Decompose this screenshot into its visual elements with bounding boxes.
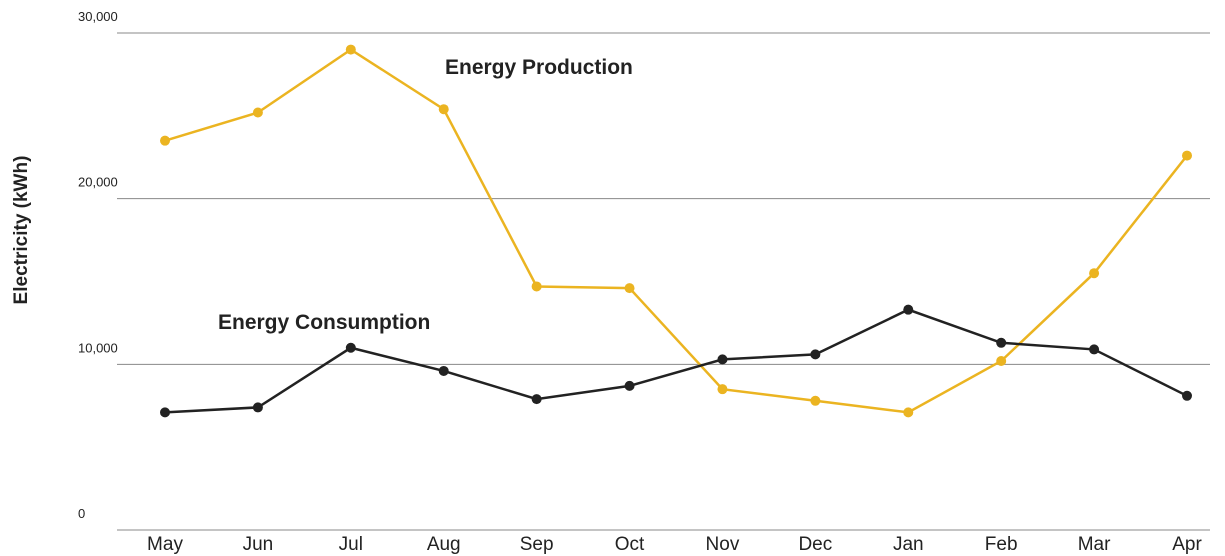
data-point <box>810 349 821 360</box>
series-line <box>164 48 1188 414</box>
data-point <box>903 304 914 315</box>
x-tick-label: Jul <box>339 534 363 555</box>
data-point <box>160 135 170 146</box>
x-tick-label: Jan <box>893 534 924 555</box>
x-tick-label: Jun <box>243 534 274 555</box>
data-point <box>438 104 449 115</box>
data-point <box>531 394 542 405</box>
x-tick-label: Feb <box>985 534 1018 555</box>
data-point <box>438 365 449 376</box>
series-annotation: Energy Consumption <box>218 311 430 334</box>
series-annotation: Energy Production <box>445 56 633 79</box>
data-point <box>1089 344 1100 355</box>
data-point <box>996 356 1007 367</box>
series-line <box>164 308 1188 414</box>
data-point <box>624 380 635 391</box>
x-tick-label: Dec <box>798 534 832 555</box>
x-tick-label: Apr <box>1172 534 1202 555</box>
y-tick-label: 30,000 <box>78 9 118 24</box>
y-tick-label: 10,000 <box>78 340 118 355</box>
data-point <box>810 395 821 406</box>
data-point <box>1182 390 1192 401</box>
y-tick-label: 20,000 <box>78 175 118 190</box>
data-point <box>531 281 542 292</box>
y-axis-label: Electricity (kWh) <box>11 156 32 305</box>
data-point <box>903 407 914 418</box>
x-tick-label: Mar <box>1078 534 1111 555</box>
data-point <box>1182 150 1192 161</box>
data-point <box>624 283 635 294</box>
x-tick-label: Sep <box>520 534 554 555</box>
data-point <box>717 354 728 365</box>
data-point <box>1089 268 1100 279</box>
data-point <box>252 107 263 118</box>
x-tick-label: Nov <box>706 534 740 555</box>
data-point <box>160 407 170 418</box>
data-point <box>252 402 263 413</box>
data-point <box>345 44 356 55</box>
data-point <box>345 342 356 353</box>
x-tick-label: Aug <box>427 534 461 555</box>
x-tick-label: Oct <box>615 534 645 555</box>
x-tick-label: May <box>147 534 183 555</box>
y-tick-label: 0 <box>78 506 85 521</box>
data-point <box>717 384 728 395</box>
data-point <box>996 337 1007 348</box>
